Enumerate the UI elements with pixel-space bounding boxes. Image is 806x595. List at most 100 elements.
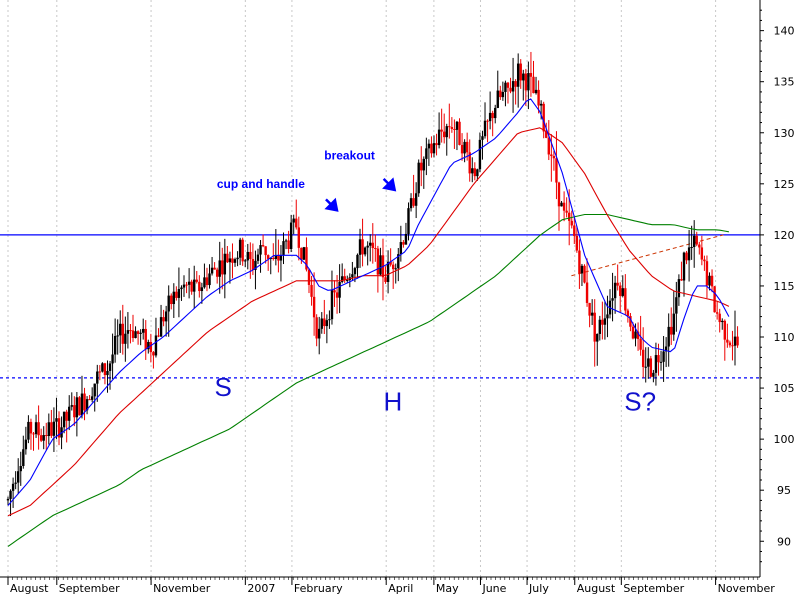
- candle-body: [50, 422, 53, 436]
- candle-body: [511, 81, 515, 92]
- candle-body: [606, 314, 609, 319]
- candle-body: [351, 274, 354, 278]
- candle-body: [282, 241, 285, 256]
- candle-body: [213, 267, 216, 270]
- candle-body: [496, 90, 499, 108]
- candle-body: [386, 261, 390, 282]
- x-month-label: November: [718, 582, 776, 595]
- candle-body: [111, 354, 114, 364]
- candle-body: [14, 482, 17, 484]
- candle-body: [430, 143, 433, 154]
- candle-body: [80, 393, 84, 416]
- candle-body: [32, 433, 35, 435]
- candle-body: [596, 333, 599, 342]
- candle-body: [726, 339, 729, 343]
- candle-body: [90, 396, 94, 400]
- candle-body: [437, 129, 441, 146]
- candle-body: [534, 89, 538, 94]
- candle-body: [532, 76, 535, 94]
- candle-body: [542, 103, 545, 132]
- candle-body: [318, 328, 321, 339]
- candle-body: [675, 297, 678, 314]
- candle-body: [366, 245, 369, 248]
- candle-body: [522, 73, 525, 81]
- candle-body: [483, 120, 487, 137]
- candle-body: [718, 313, 721, 323]
- candle-body: [254, 260, 257, 270]
- y-tick-label: 130: [774, 127, 795, 140]
- candle-body: [307, 269, 311, 285]
- candle-body: [471, 168, 474, 174]
- candle-body: [499, 90, 502, 98]
- x-month-label: June: [481, 582, 506, 595]
- candle-body: [603, 318, 607, 325]
- candle-body: [476, 169, 479, 177]
- candle-body: [560, 202, 563, 207]
- candle-body: [147, 341, 150, 350]
- candle-body: [279, 255, 283, 261]
- candle-body: [6, 498, 10, 501]
- candle-body: [241, 239, 244, 262]
- candle-body: [685, 252, 688, 261]
- candle-body: [305, 247, 308, 270]
- candle-body: [731, 345, 734, 347]
- candle-body: [37, 422, 40, 436]
- candle-body: [412, 198, 415, 206]
- candle-body: [180, 287, 183, 290]
- candle-body: [629, 316, 632, 327]
- candle-body: [545, 131, 548, 138]
- candle-body: [509, 87, 512, 92]
- candle-body: [233, 259, 237, 263]
- candle-body: [425, 148, 428, 159]
- candle-body: [129, 330, 132, 332]
- candle-body: [88, 399, 91, 401]
- x-month-label: November: [153, 582, 211, 595]
- candle-body: [96, 371, 99, 384]
- candle-body: [310, 284, 313, 297]
- candle-body: [524, 73, 528, 91]
- candle-body: [389, 261, 392, 265]
- y-tick-label: 135: [774, 76, 795, 89]
- candle-body: [358, 239, 362, 255]
- annotation-label: cup and handle: [217, 177, 305, 191]
- candle-body: [488, 112, 492, 122]
- x-month-label: September: [59, 582, 120, 595]
- candle-body: [264, 246, 267, 256]
- candle-body: [251, 259, 255, 270]
- candle-body: [613, 282, 617, 299]
- candle-body: [42, 435, 45, 441]
- candle-body: [670, 326, 673, 335]
- candle-body: [573, 225, 576, 236]
- annotation-label: S?: [624, 387, 656, 417]
- candle-body: [68, 406, 71, 421]
- candle-body: [34, 422, 38, 435]
- candle-body: [22, 449, 25, 466]
- candle-body: [195, 279, 198, 282]
- candle-body: [200, 287, 204, 292]
- x-month-label: August: [577, 582, 616, 595]
- moving-average-mid: [7, 127, 730, 517]
- candle-body: [182, 284, 186, 288]
- candle-body: [65, 411, 68, 421]
- candle-body: [159, 317, 163, 337]
- candle-body: [93, 383, 96, 397]
- x-month-label: 2007: [247, 582, 275, 595]
- y-tick-label: 90: [777, 535, 791, 548]
- candle-body: [52, 421, 56, 436]
- candle-body: [210, 267, 214, 274]
- annotation-label: breakout: [324, 148, 375, 162]
- candle-body: [552, 156, 556, 159]
- candle-body: [570, 220, 573, 226]
- candle-body: [649, 358, 653, 377]
- candle-body: [478, 139, 482, 170]
- candle-body: [394, 268, 397, 270]
- candle-body: [172, 291, 176, 305]
- candle-body: [516, 63, 520, 87]
- candle-body: [588, 302, 591, 316]
- candle-body: [402, 242, 405, 245]
- candle-body: [565, 210, 568, 213]
- candle-body: [703, 259, 706, 262]
- candle-body: [404, 233, 408, 245]
- candle-body: [639, 338, 642, 350]
